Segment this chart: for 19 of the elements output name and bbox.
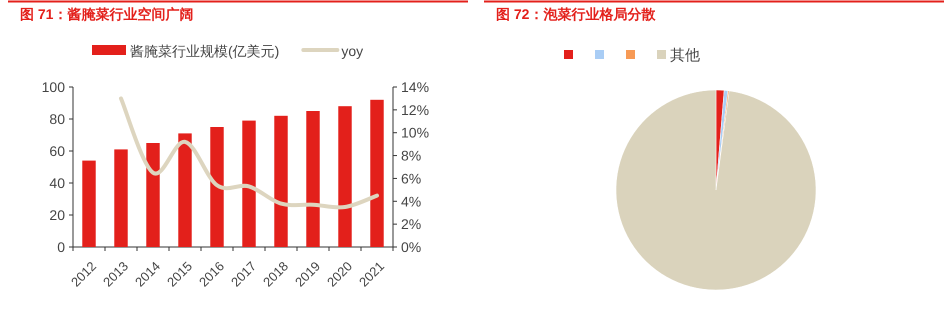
y2-tick-label: 14% — [401, 79, 430, 95]
y-tick-label: 100 — [42, 79, 66, 95]
y-tick-label: 0 — [57, 239, 66, 255]
y2-tick-label: 6% — [401, 170, 422, 186]
y-tick-label: 60 — [49, 143, 66, 159]
y2-tick-label: 4% — [401, 193, 422, 210]
legend-label: 其他 — [670, 47, 700, 64]
y2-tick-label: 8% — [401, 148, 422, 164]
y2-tick-label: 0% — [401, 239, 422, 255]
y-tick-label: 80 — [49, 111, 66, 127]
y-tick-label: 40 — [49, 175, 66, 191]
legend-label: yoy — [341, 43, 364, 59]
y2-tick-label: 12% — [401, 102, 430, 118]
y2-tick-label: 10% — [401, 124, 430, 141]
y2-tick-label: 2% — [401, 216, 422, 232]
y-tick-label: 20 — [49, 207, 66, 223]
legend-label: 酱腌菜行业规模(亿美元) — [130, 43, 280, 59]
chart-title: 图 71：酱腌菜行业空间广阔 — [20, 6, 194, 22]
chart-title: 图 72：泡菜行业格局分散 — [496, 6, 656, 22]
